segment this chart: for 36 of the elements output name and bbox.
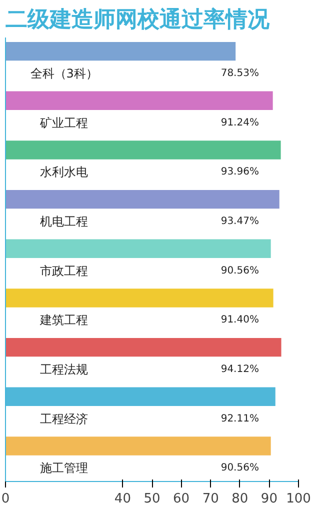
bar: [6, 140, 281, 160]
x-tick-label: 0: [1, 492, 10, 505]
data-label: 78.53%: [220, 68, 259, 80]
x-tick-label: 60: [173, 492, 190, 505]
x-tick-label: 50: [144, 492, 160, 505]
bar: [6, 91, 273, 110]
x-tick-label: 80: [232, 492, 248, 505]
y-tick-label: 市政工程: [40, 264, 88, 278]
data-label: 91.40%: [220, 314, 259, 326]
data-label: 94.12%: [220, 364, 259, 376]
bar: [6, 288, 274, 308]
x-tick-label: 40: [114, 492, 131, 505]
y-tick-label: 全科（3科）: [30, 66, 98, 81]
bar: [6, 436, 271, 456]
y-tick-label: 工程经济: [40, 412, 88, 426]
bar: [6, 387, 276, 406]
bar: [6, 239, 271, 258]
bar: [6, 338, 282, 357]
data-label: 93.47%: [220, 216, 259, 228]
y-tick-label: 机电工程: [40, 214, 88, 229]
x-tick-label: 90: [260, 492, 278, 505]
bar: [6, 42, 236, 61]
bar: [6, 190, 280, 209]
x-tick-label: 100: [286, 492, 311, 505]
y-tick-label: 水利水电: [40, 165, 88, 180]
data-label: 93.96%: [220, 166, 259, 178]
data-label: 90.56%: [220, 462, 259, 474]
y-tick-label: 施工管理: [40, 461, 88, 476]
data-label: 90.56%: [220, 265, 259, 276]
y-tick-label: 矿业工程: [39, 116, 88, 130]
data-label: 92.11%: [220, 413, 259, 424]
chart-title: 二级建造师网校通过率情况: [6, 6, 270, 32]
data-label: 91.24%: [220, 117, 259, 128]
x-tick-label: 70: [202, 492, 219, 505]
y-tick-label: 建筑工程: [39, 313, 88, 328]
y-tick-label: 工程法规: [40, 362, 88, 377]
